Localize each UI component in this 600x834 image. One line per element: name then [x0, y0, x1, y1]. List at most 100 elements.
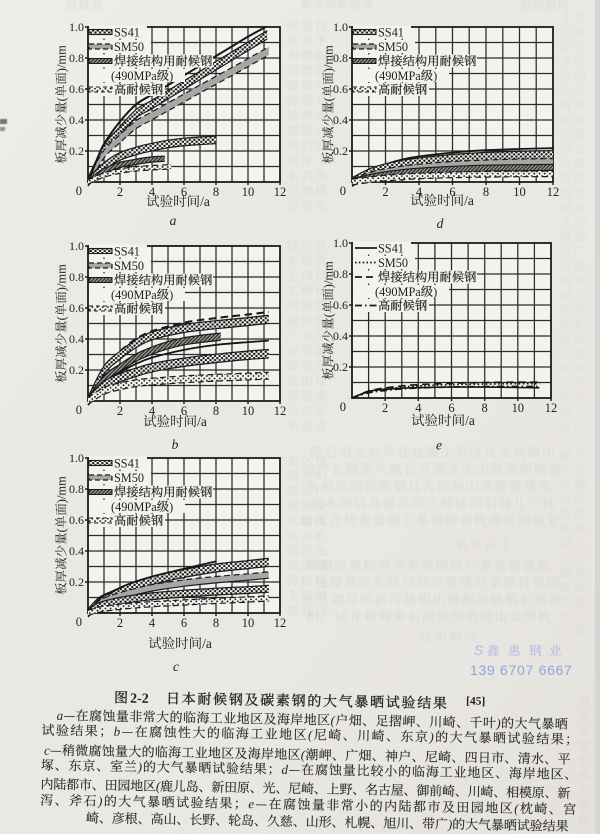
svg-text:0: 0 — [76, 615, 82, 629]
svg-text:(: ( — [514, 801, 519, 816]
svg-text:0: 0 — [69, 301, 75, 315]
svg-text:0: 0 — [342, 236, 348, 250]
svg-text:/: / — [464, 193, 468, 208]
svg-text:5: 5 — [396, 40, 402, 54]
svg-text:4: 4 — [416, 185, 423, 199]
svg-text:9: 9 — [385, 285, 391, 299]
svg-text:a: a — [204, 194, 210, 209]
svg-text:): ) — [433, 69, 437, 83]
svg-text:M: M — [134, 500, 145, 514]
svg-text:M: M — [134, 288, 145, 302]
svg-text:1: 1 — [333, 236, 339, 250]
svg-text:0: 0 — [248, 616, 254, 630]
svg-text:(: ( — [111, 69, 115, 83]
svg-text:1: 1 — [69, 239, 75, 253]
svg-text:1: 1 — [513, 185, 519, 199]
svg-text:0: 0 — [333, 267, 339, 281]
svg-text:4: 4 — [115, 69, 121, 83]
svg-text:.: . — [339, 144, 342, 158]
svg-text:4: 4 — [78, 113, 84, 127]
svg-text:1: 1 — [398, 241, 404, 255]
svg-text:0: 0 — [69, 82, 75, 96]
svg-text:0: 0 — [78, 20, 84, 34]
svg-text:1: 1 — [333, 20, 339, 34]
svg-text:(: ( — [308, 727, 313, 742]
svg-text:2: 2 — [117, 185, 123, 199]
svg-text:): ) — [169, 288, 173, 302]
svg-text:1: 1 — [242, 185, 248, 199]
svg-text:8: 8 — [78, 270, 84, 284]
svg-text:139 6707 6667: 139 6707 6667 — [470, 662, 573, 678]
svg-text:d: d — [281, 762, 288, 777]
svg-text:.: . — [75, 113, 78, 127]
svg-text:1: 1 — [512, 401, 518, 415]
svg-text:4: 4 — [149, 185, 156, 199]
svg-text:0: 0 — [391, 285, 397, 299]
svg-text:1: 1 — [242, 404, 248, 418]
svg-text:2: 2 — [342, 144, 348, 158]
svg-text:8: 8 — [78, 482, 84, 496]
svg-text:5: 5 — [396, 256, 402, 270]
svg-text:/: / — [322, 64, 336, 68]
svg-text:.: . — [75, 270, 78, 284]
svg-text:6: 6 — [449, 185, 455, 199]
svg-text:.: . — [75, 239, 78, 253]
svg-text:0: 0 — [69, 332, 75, 346]
svg-text:2: 2 — [117, 616, 123, 630]
svg-text:c: c — [44, 743, 50, 758]
svg-text:.: . — [75, 82, 78, 96]
svg-text:S: S — [121, 244, 128, 258]
svg-text:.: . — [75, 482, 78, 496]
svg-text:0: 0 — [69, 513, 75, 527]
svg-text:0: 0 — [78, 239, 84, 253]
svg-text:4: 4 — [392, 241, 398, 255]
svg-text:4: 4 — [78, 332, 84, 346]
svg-text:a: a — [415, 285, 421, 299]
svg-text:.: . — [339, 298, 342, 312]
svg-text:M: M — [398, 69, 409, 83]
svg-text:0: 0 — [391, 69, 397, 83]
svg-text:0: 0 — [402, 256, 408, 270]
svg-text:2: 2 — [553, 185, 559, 199]
svg-text:5: 5 — [132, 471, 138, 485]
svg-text:e: e — [436, 438, 442, 453]
svg-text:6: 6 — [181, 404, 187, 418]
svg-text:M: M — [121, 40, 132, 54]
svg-text:m: m — [322, 45, 336, 55]
svg-text:9: 9 — [121, 288, 127, 302]
svg-text:0: 0 — [69, 51, 75, 65]
svg-text:/: / — [55, 64, 69, 68]
svg-text:.: . — [339, 236, 342, 250]
svg-text:/: / — [465, 413, 469, 428]
svg-text:0: 0 — [127, 69, 133, 83]
svg-text:1: 1 — [274, 616, 280, 630]
svg-text:0: 0 — [76, 403, 82, 417]
svg-text:): ) — [169, 69, 173, 83]
svg-text:M: M — [398, 285, 409, 299]
svg-text:): ) — [55, 499, 69, 503]
svg-text:4: 4 — [128, 456, 134, 470]
svg-text:0: 0 — [127, 500, 133, 514]
svg-text:S: S — [378, 241, 385, 255]
svg-text:M: M — [385, 40, 396, 54]
svg-text:6: 6 — [342, 298, 348, 312]
svg-text:b: b — [172, 437, 179, 452]
svg-text:M: M — [134, 69, 145, 83]
svg-text:4: 4 — [379, 69, 385, 83]
svg-text:8: 8 — [213, 404, 219, 418]
svg-text:(: ( — [375, 285, 379, 299]
svg-text:0: 0 — [69, 575, 75, 589]
svg-text:8: 8 — [78, 51, 84, 65]
svg-text:8: 8 — [342, 267, 348, 281]
svg-text:.: . — [75, 20, 78, 34]
svg-text:0: 0 — [248, 185, 254, 199]
svg-text:9: 9 — [385, 69, 391, 83]
svg-text:0: 0 — [333, 144, 339, 158]
svg-text:1: 1 — [398, 25, 404, 39]
svg-text:m: m — [55, 264, 69, 274]
svg-text:S: S — [378, 25, 385, 39]
svg-text:b: b — [114, 724, 121, 739]
svg-text:S: S — [114, 471, 121, 485]
svg-text:P: P — [409, 285, 416, 299]
svg-text:1: 1 — [134, 25, 140, 39]
